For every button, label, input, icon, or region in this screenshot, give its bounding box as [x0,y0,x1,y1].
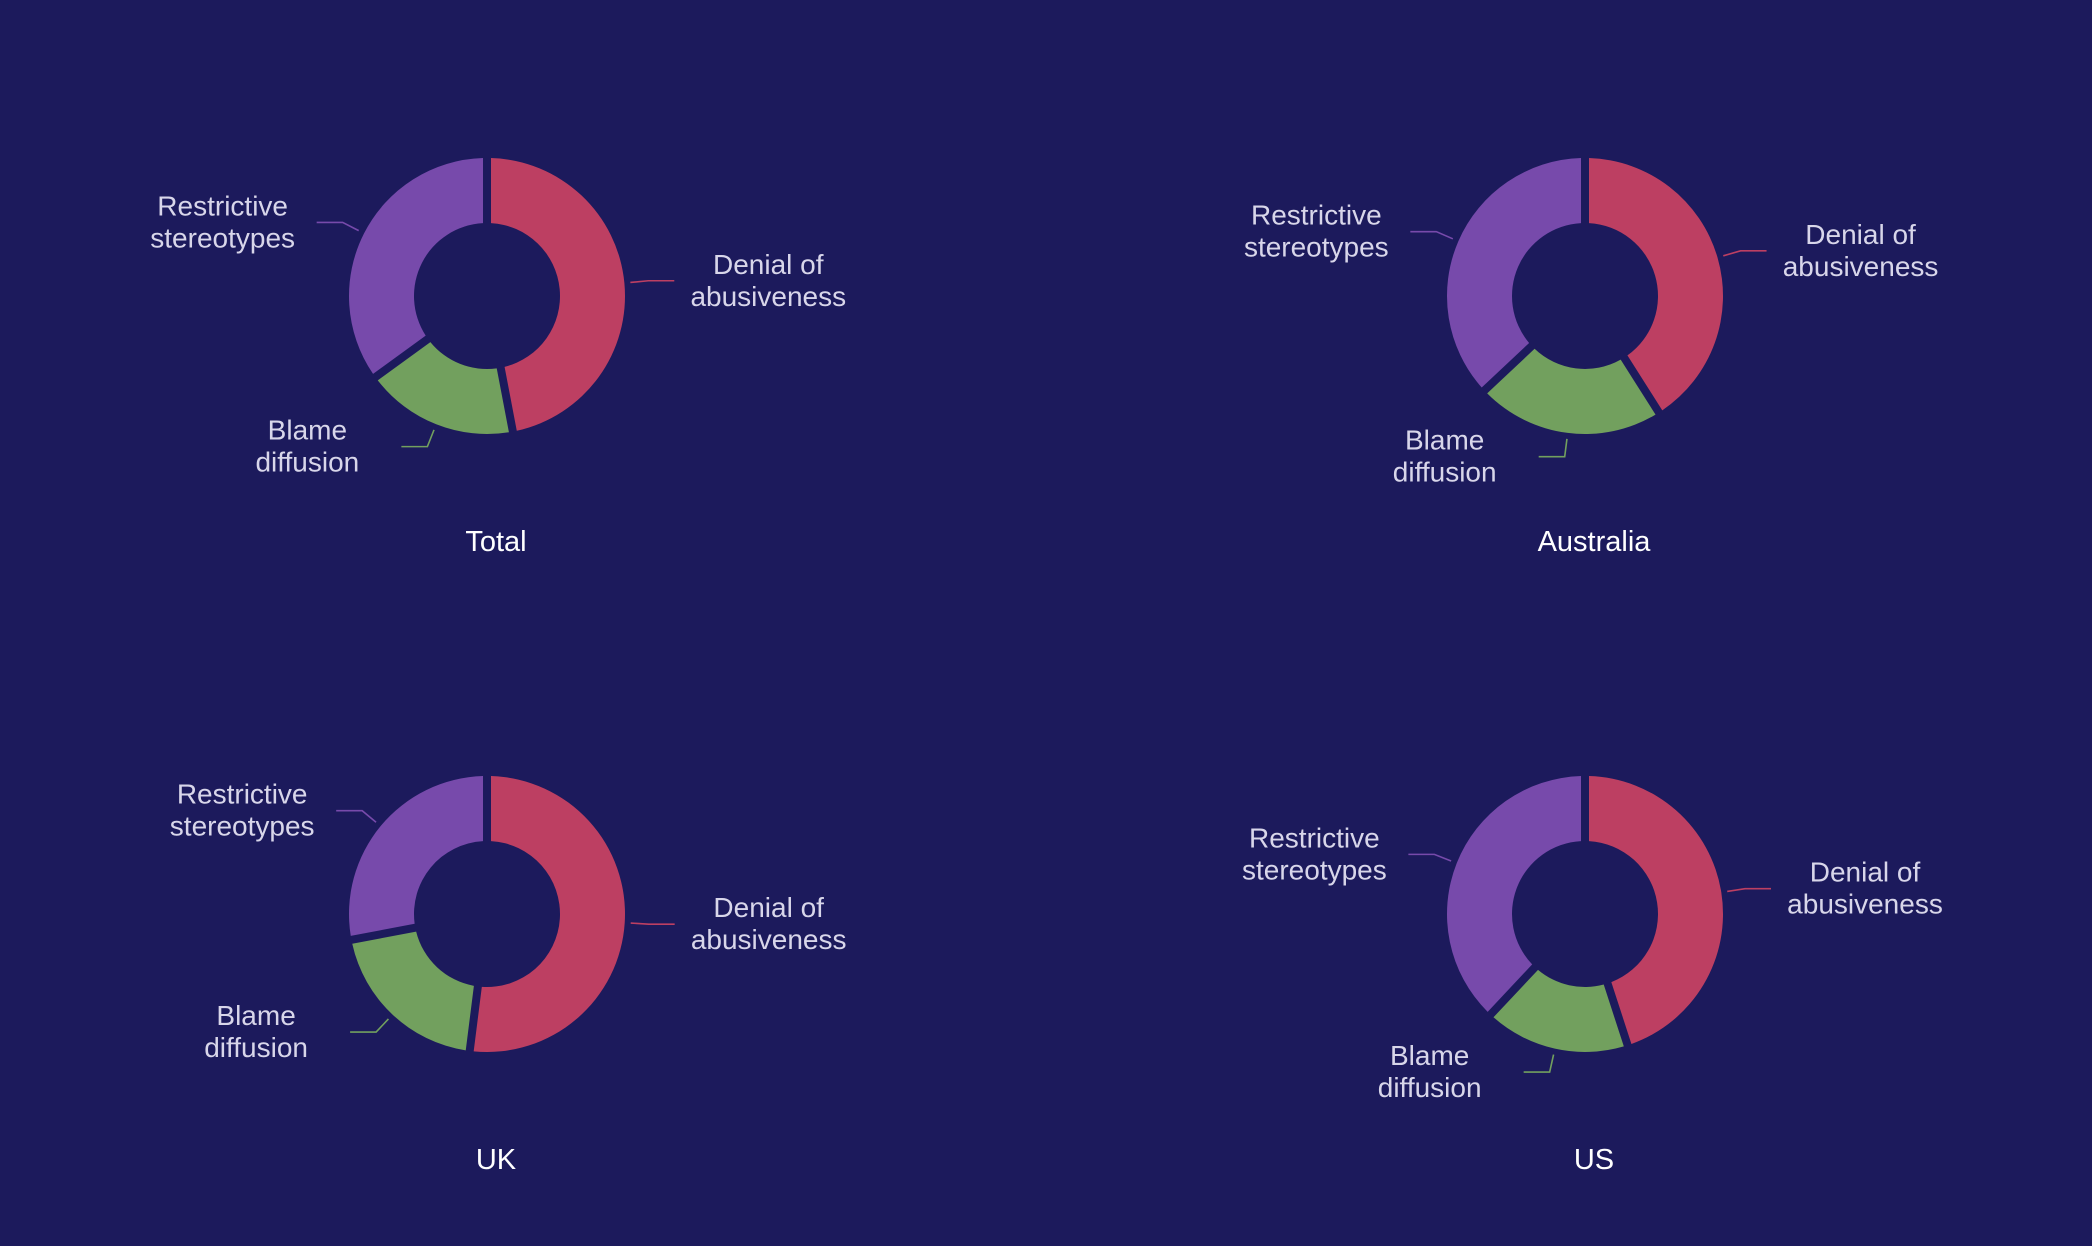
chart-title: Total [465,526,526,558]
slice-label-blame: Blame diffusion [204,1000,308,1063]
slice-labels: Denial of abusiveness Blame diffusion Restri… [1242,822,1943,1103]
donut-slice-denial [473,776,626,1052]
leader-line-restrictive [1410,230,1454,240]
chart-panel-us: Denial of abusiveness Blame diffusion Restri… [1242,776,1943,1176]
leader-lines [1410,230,1767,458]
donut-slices [1447,776,1724,1052]
donut-slice-blame [377,342,509,434]
leader-line-restrictive [316,221,360,232]
leader-lines [316,221,675,448]
slice-labels: Denial of abusiveness Blame diffusion Restri… [1244,200,1938,488]
leader-lines [336,809,675,1033]
slice-labels: Denial of abusiveness Blame diffusion Restri… [150,190,846,477]
leader-line-denial [1727,887,1772,893]
slice-label-blame: Blame diffusion [255,415,359,478]
chart-title: Australia [1538,526,1652,558]
donut-slice-denial [490,158,625,431]
donut-slice-denial [1588,776,1724,1044]
donut-slice-blame [352,931,474,1051]
leader-line-denial [1723,250,1767,257]
slice-label-blame: Blame diffusion [1393,425,1497,488]
leader-lines [1408,853,1772,1073]
leader-line-restrictive [336,809,377,823]
slice-label-restrictive: Restrictive stereotypes [1244,200,1389,263]
chart-panel-australia: Denial of abusiveness Blame diffusion Restri… [1244,158,1938,558]
donut-slices [349,776,626,1052]
leader-line-blame [1523,1054,1555,1073]
donut-slice-blame [1493,969,1624,1052]
leader-line-denial [630,279,675,284]
leader-line-blame [350,1018,390,1033]
donut-slice-denial [1588,158,1723,411]
slice-label-denial: Denial of abusiveness [1783,219,1939,282]
donut-slices [349,158,625,434]
chart-title: UK [476,1144,517,1176]
chart-panel-total: Denial of abusiveness Blame diffusion Restri… [150,158,846,558]
leader-line-denial [630,922,675,925]
slice-label-denial: Denial of abusiveness [1787,857,1943,920]
leader-line-blame [1538,438,1568,458]
slice-label-restrictive: Restrictive stereotypes [170,779,315,842]
chart-panel-uk: Denial of abusiveness Blame diffusion Restri… [170,776,847,1176]
donut-slices [1447,158,1723,435]
chart-title: US [1574,1144,1614,1176]
slice-label-restrictive: Restrictive stereotypes [1242,822,1387,885]
donut-slice-restrictive [349,776,484,936]
slice-label-restrictive: Restrictive stereotypes [150,190,295,253]
leader-line-blame [401,429,435,448]
slice-label-denial: Denial of abusiveness [690,249,846,312]
donut-slice-restrictive [1447,158,1582,388]
donut-slice-blame [1487,348,1656,435]
slice-label-denial: Denial of abusiveness [691,892,847,955]
slice-label-blame: Blame diffusion [1378,1040,1482,1103]
donut-slice-restrictive [349,158,484,374]
donut-slice-restrictive [1447,776,1582,1012]
leader-line-restrictive [1408,853,1452,862]
slice-labels: Denial of abusiveness Blame diffusion Restri… [170,779,847,1063]
